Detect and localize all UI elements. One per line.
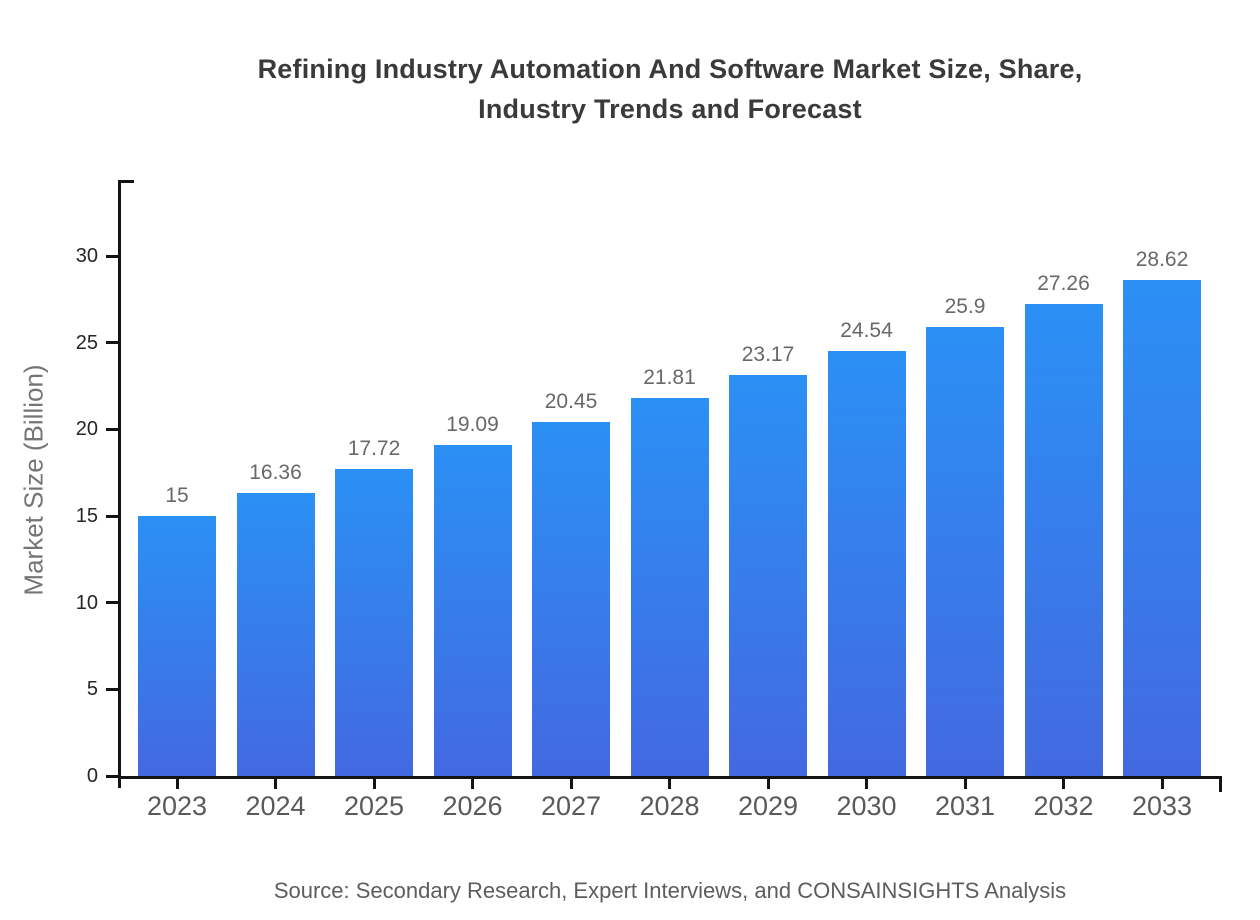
chart-title-line-2: Industry Trends and Forecast <box>478 94 862 124</box>
x-axis-end-cap <box>1219 776 1222 792</box>
bar-value-label: 15 <box>165 484 189 507</box>
chart-title-line-1: Refining Industry Automation And Softwar… <box>257 54 1083 84</box>
y-tick-label: 0 <box>86 765 98 787</box>
bar-value-label: 16.36 <box>249 461 302 484</box>
bar-value-label: 24.54 <box>840 319 893 342</box>
x-tick-mark <box>1160 776 1164 789</box>
x-tick-mark <box>1062 776 1065 789</box>
x-tick-label: 2024 <box>245 791 306 821</box>
x-tick-label: 2030 <box>836 791 897 821</box>
y-tick-label: 5 <box>86 678 98 701</box>
x-tick-mark <box>963 776 967 789</box>
bar[interactable] <box>236 493 315 776</box>
bar[interactable] <box>827 351 906 776</box>
bar[interactable] <box>1123 280 1201 776</box>
x-tick-label: 2026 <box>442 791 503 821</box>
bar[interactable] <box>630 398 709 776</box>
x-tick-label: 2028 <box>639 791 700 821</box>
y-tick-label: 10 <box>75 591 98 614</box>
x-tick-mark <box>865 776 868 789</box>
y-tick-mark <box>106 774 118 778</box>
x-tick-label: 2033 <box>1131 791 1193 821</box>
bar[interactable] <box>729 375 807 776</box>
x-tick-mark <box>668 776 671 789</box>
bar-value-label: 25.9 <box>944 295 986 318</box>
x-tick-label: 2027 <box>540 791 602 821</box>
y-tick-label: 15 <box>75 505 98 528</box>
bar-value-label: 21.81 <box>643 366 696 389</box>
bar-value-label: 19.09 <box>446 413 499 436</box>
bar-value-label: 27.26 <box>1037 272 1090 295</box>
x-tick-label: 2023 <box>146 791 208 821</box>
x-tick-mark <box>175 776 179 789</box>
y-tick-label: 25 <box>75 331 98 354</box>
y-tick-mark <box>106 687 118 691</box>
x-tick-label: 2032 <box>1033 791 1094 821</box>
y-tick-mark <box>106 514 118 518</box>
x-tick-mark <box>471 776 474 789</box>
y-tick-mark <box>106 254 118 258</box>
bar-value-label: 20.45 <box>544 390 598 413</box>
y-tick-mark <box>106 341 118 345</box>
bar[interactable] <box>433 445 512 776</box>
y-axis-title: Market Size (Billion) <box>18 364 49 596</box>
y-tick-label: 20 <box>75 418 98 441</box>
source-note: Source: Secondary Research, Expert Inter… <box>273 878 1067 903</box>
bar-value-label: 23.17 <box>741 343 795 366</box>
plot-area: 0 5 10 15 20 25 30 15 16.36 17.72 19.09 20.45 21.81… <box>76 180 1222 821</box>
y-tick-label: 30 <box>75 245 98 268</box>
x-tick-mark <box>274 776 277 789</box>
y-tick-mark <box>106 601 118 605</box>
bar-value-label: 17.72 <box>347 437 401 460</box>
bar[interactable] <box>532 422 610 776</box>
x-tick-label: 2031 <box>934 791 996 821</box>
chart-title: Refining Industry Automation And Softwar… <box>118 49 1222 129</box>
x-tick-label: 2025 <box>343 791 405 821</box>
bar[interactable] <box>335 469 413 776</box>
x-tick-label: 2029 <box>737 791 799 821</box>
y-tick-mark <box>106 427 118 431</box>
bar[interactable] <box>1024 304 1103 776</box>
bar[interactable] <box>926 327 1004 776</box>
x-tick-mark <box>372 776 376 789</box>
y-axis-line <box>118 180 121 788</box>
bar[interactable] <box>138 516 216 776</box>
x-tick-mark <box>569 776 573 789</box>
bar-value-label: 28.62 <box>1135 248 1189 271</box>
x-tick-mark <box>766 776 770 789</box>
y-axis-top-cap <box>118 180 134 183</box>
